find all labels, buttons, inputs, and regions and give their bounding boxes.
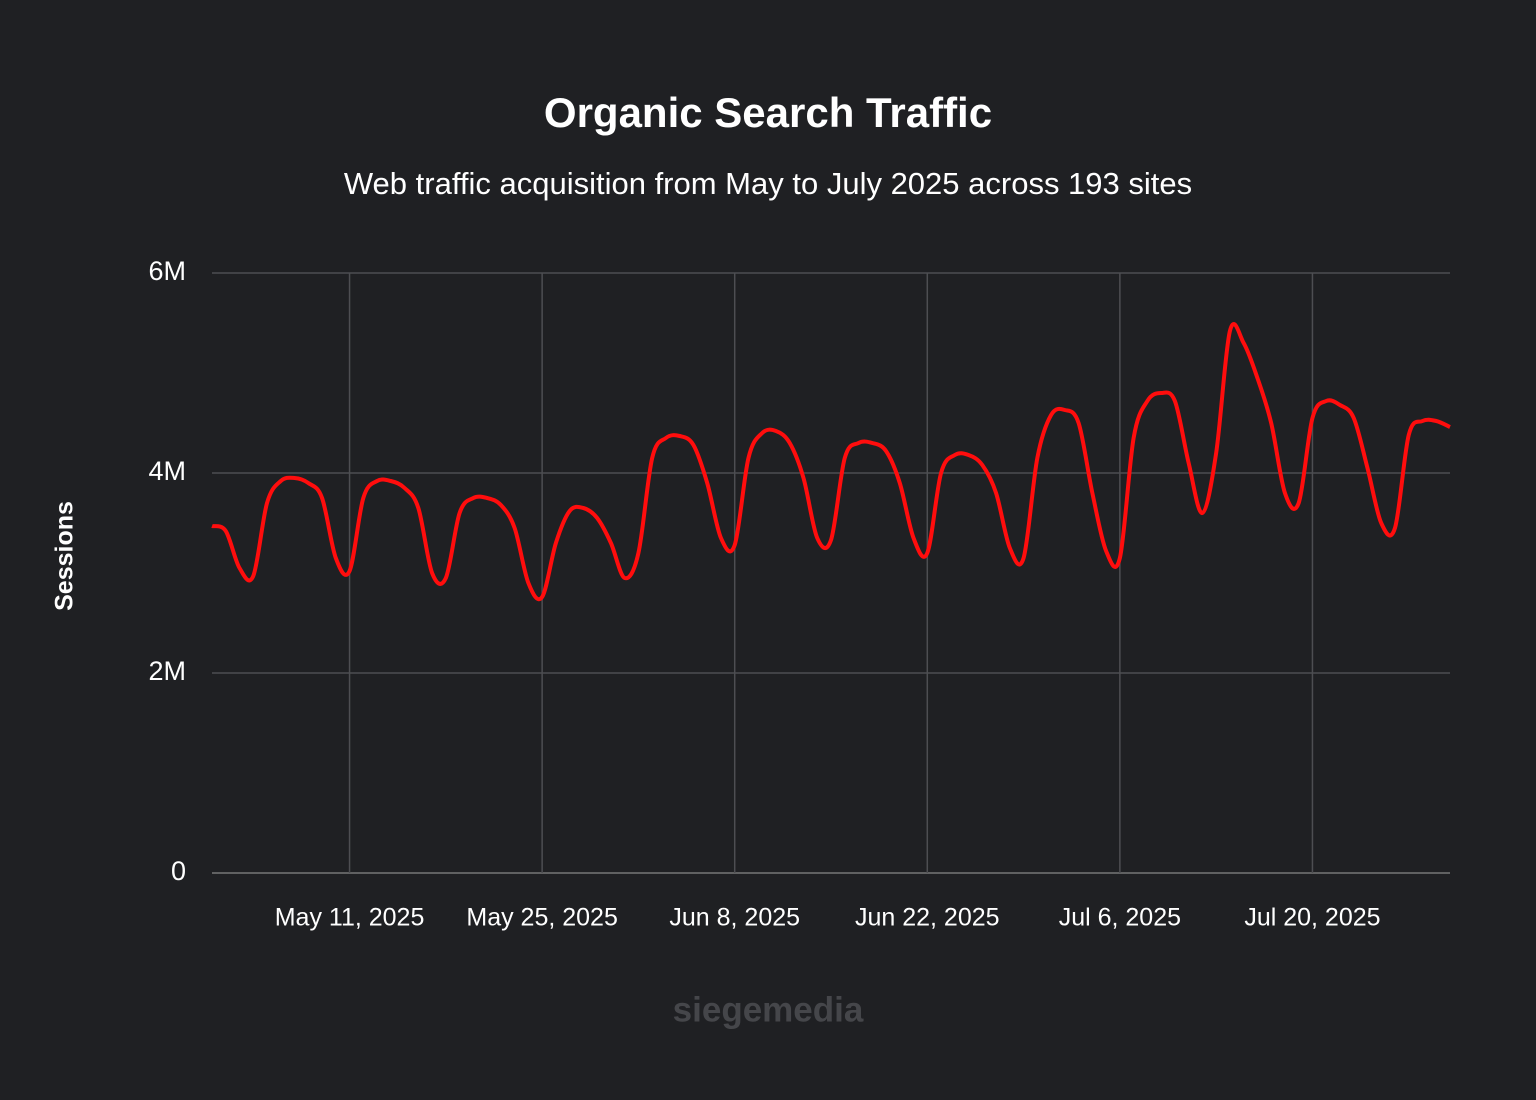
x-tick-label: Jul 6, 2025	[1059, 904, 1181, 932]
y-tick-label: 6M	[148, 256, 186, 286]
watermark: siegemedia	[673, 990, 864, 1029]
y-axis-label: Sessions	[51, 501, 79, 611]
x-tick-label: May 25, 2025	[466, 904, 618, 932]
y-tick-label: 2M	[148, 656, 186, 686]
x-tick-label: Jul 20, 2025	[1244, 904, 1380, 932]
x-tick-label: Jun 8, 2025	[669, 904, 800, 932]
y-tick-label: 4M	[148, 456, 186, 486]
x-tick-label: Jun 22, 2025	[855, 904, 1000, 932]
y-tick-label: 0	[171, 856, 186, 886]
chart-subtitle: Web traffic acquisition from May to July…	[344, 166, 1192, 201]
chart-title: Organic Search Traffic	[544, 89, 992, 136]
data-line	[211, 322, 1451, 602]
x-tick-label: May 11, 2025	[275, 904, 425, 932]
